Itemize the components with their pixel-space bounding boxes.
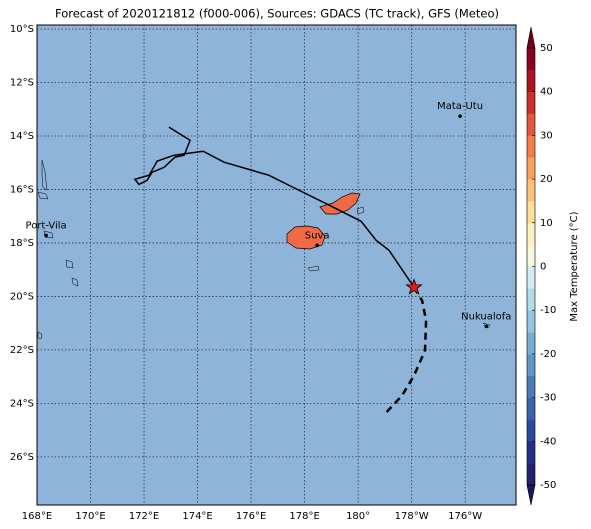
overlay: 168°E 170°E 172°E 174°E 176°E 178°E 180° 178°W 1… — [10, 24, 517, 522]
city-label: Mata-Utu — [437, 101, 483, 112]
city-label: Suva — [305, 230, 330, 241]
colorbar-tick-label: 20 — [540, 174, 553, 185]
x-tick-label: 172°E — [129, 511, 159, 522]
city-marker — [484, 324, 489, 329]
colorbar-label: Max Temperature (°C) — [569, 211, 580, 321]
x-tick-label: 176°E — [236, 511, 266, 522]
land — [37, 159, 491, 340]
y-tick-label: 16°S — [10, 184, 34, 195]
colorbar-tick-label: -20 — [540, 349, 556, 360]
colorbar-tick-label: -40 — [540, 436, 556, 447]
y-tick-label: 24°S — [10, 398, 34, 409]
past-track — [133, 126, 415, 288]
storm-position — [405, 278, 423, 295]
colorbar-tick-label: 30 — [540, 130, 553, 141]
island — [286, 225, 326, 250]
colorbar-tick-label: -30 — [540, 393, 556, 404]
y-tick-label: 10°S — [10, 24, 34, 35]
y-tick-label: 20°S — [10, 291, 34, 302]
colorbar-band — [527, 397, 535, 420]
map-title: Forecast of 2020121812 (f000-006), Sourc… — [55, 7, 499, 21]
colorbar: 50 40 30 20 10 0 -10 -20 -30 -40 -50 Max Temperatur… — [526, 26, 580, 506]
colorbar-band — [527, 113, 535, 136]
colorbar-tick-label: 0 — [540, 262, 546, 273]
colorbar-extend — [526, 484, 536, 506]
y-tick-label: 22°S — [10, 345, 34, 356]
colorbar-extend — [526, 26, 536, 49]
colorbar-band — [527, 135, 535, 158]
colorbar-band — [527, 157, 535, 180]
colorbar-band — [527, 69, 535, 92]
colorbar-band — [527, 48, 535, 71]
colorbar-tick-label: 50 — [540, 43, 553, 54]
x-tick-label: 176°W — [448, 511, 482, 522]
colorbar-band — [527, 332, 535, 355]
x-tick-label: 178°W — [395, 511, 429, 522]
city-marker — [44, 233, 48, 238]
colorbar-band — [527, 244, 535, 267]
colorbar-band — [527, 419, 535, 442]
island — [37, 191, 49, 200]
y-tick-label: 12°S — [10, 77, 34, 88]
colorbar-band — [527, 91, 535, 114]
forecast-track — [385, 286, 428, 414]
island — [356, 206, 365, 215]
island — [71, 277, 79, 287]
x-tick-label: 180° — [346, 511, 370, 522]
map-frame — [36, 24, 517, 506]
colorbar-band — [527, 441, 535, 464]
colorbar-tick-label: -50 — [540, 480, 556, 491]
x-tick-label: 168°E — [22, 511, 52, 522]
x-tick-label: 170°E — [75, 511, 105, 522]
colorbar-band — [527, 222, 535, 245]
city-label: Nukualofa — [461, 311, 511, 322]
colorbar-band — [527, 353, 535, 377]
island — [41, 159, 48, 191]
colorbar-band — [527, 266, 535, 289]
island — [65, 259, 74, 269]
island — [319, 192, 361, 215]
colorbar-band — [527, 200, 535, 224]
y-tick-label: 18°S — [10, 238, 34, 249]
y-tick-label: 14°S — [10, 131, 34, 142]
colorbar-tick-label: 40 — [540, 87, 553, 98]
colorbar-band — [527, 375, 535, 398]
city-label: Port-Vila — [26, 220, 67, 231]
map-area — [36, 25, 516, 505]
island — [307, 265, 320, 272]
ocean — [37, 25, 516, 505]
x-tick-label: 178°E — [289, 511, 319, 522]
colorbar-band — [527, 310, 535, 333]
colorbar-band — [527, 463, 535, 486]
colorbar-tick-label: 10 — [540, 218, 553, 229]
colorbar-band — [527, 179, 535, 202]
colorbar-tick-label: -10 — [540, 305, 556, 316]
colorbar-band — [527, 288, 535, 311]
x-tick-label: 174°E — [182, 511, 212, 522]
city-marker — [458, 114, 462, 118]
island — [37, 331, 43, 340]
city-marker — [315, 243, 319, 248]
y-tick-label: 26°S — [10, 452, 34, 463]
